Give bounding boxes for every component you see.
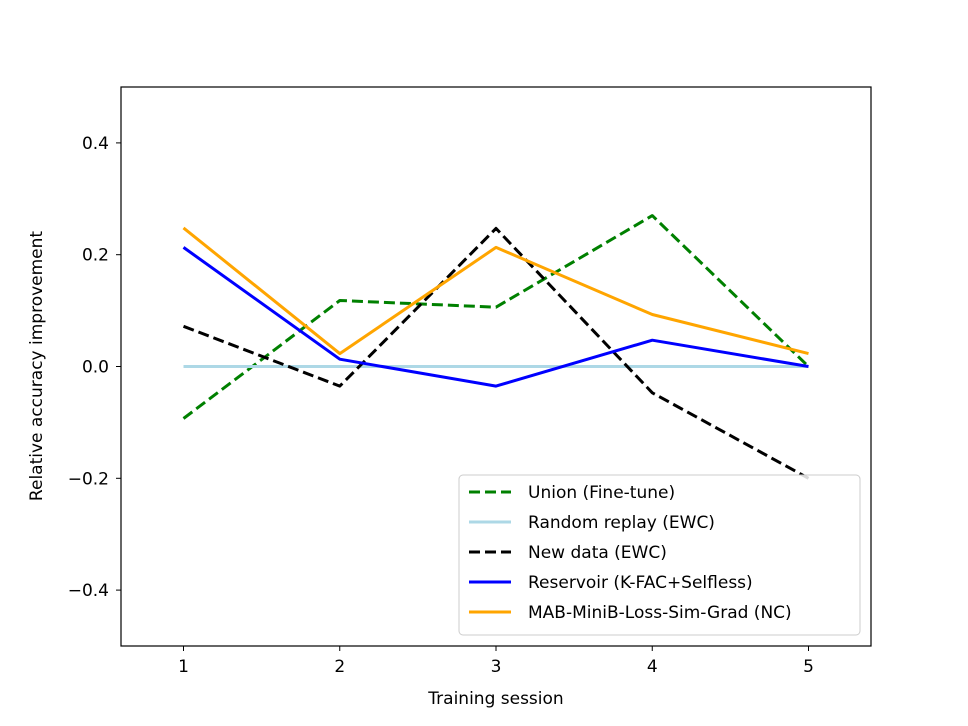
legend-box [458,474,861,636]
legend-label-5: MAB-MiniB-Loss-Sim-Grad (NC) [528,603,792,623]
y-tick-label: −0.2 [68,469,109,489]
series-layer [182,214,810,480]
x-tick-label: 2 [334,657,345,677]
y-axis-ticks: −0.4 −0.2 0.0 0.2 0.4 [68,134,121,601]
x-tick-label: 1 [178,657,189,677]
y-tick-label: −0.4 [68,581,109,601]
x-tick-label: 3 [491,657,502,677]
x-axis-ticks: 1 2 3 4 5 [178,646,814,677]
y-axis-label: Relative accuracy improvement [27,231,47,501]
series-line-1 [182,214,810,420]
y-tick-label: 0.2 [82,246,109,266]
legend-label-4: Reservoir (K-FAC+Selfless) [528,573,753,593]
x-axis-label: Training session [427,689,563,709]
x-tick-label: 4 [647,657,658,677]
legend-label-3: New data (EWC) [528,543,667,563]
series-line-5 [182,226,809,356]
legend: Union (Fine-tune) Random replay (EWC) New … [458,474,861,636]
legend-label-2: Random replay (EWC) [528,513,715,533]
series-line-3 [182,226,810,480]
y-tick-label: 0.0 [82,358,109,378]
series-line-4 [182,246,809,388]
y-tick-label: 0.4 [82,134,109,154]
legend-label-1: Union (Fine-tune) [528,483,675,503]
x-tick-label: 5 [803,657,814,677]
